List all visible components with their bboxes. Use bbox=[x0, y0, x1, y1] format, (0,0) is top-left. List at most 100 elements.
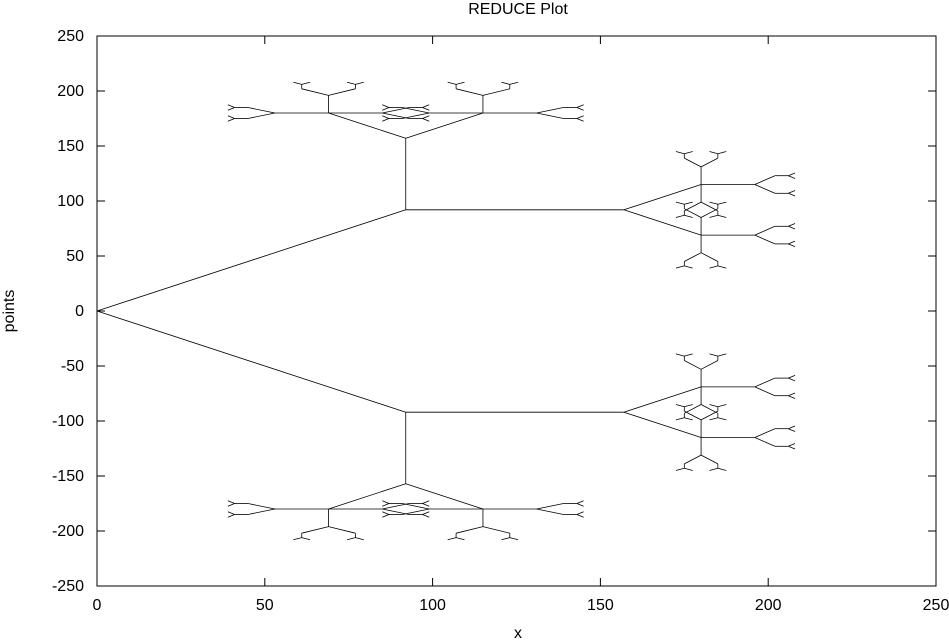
tree-segment bbox=[788, 425, 796, 430]
tree-segment bbox=[382, 503, 390, 507]
tree-segment bbox=[717, 214, 727, 218]
tree-segment bbox=[447, 81, 457, 85]
tree-segment bbox=[301, 81, 311, 85]
tree-segment bbox=[788, 172, 796, 177]
tree-segment bbox=[328, 526, 356, 534]
tree-segment bbox=[709, 467, 718, 471]
tree-segment bbox=[717, 404, 727, 408]
tree-segment bbox=[576, 503, 584, 507]
tree-segment bbox=[482, 526, 510, 534]
tree-segment bbox=[402, 112, 430, 119]
tree-segment bbox=[301, 537, 311, 541]
tree-segment bbox=[675, 353, 685, 357]
y-tick-label: 250 bbox=[57, 28, 84, 45]
tree-segment bbox=[675, 404, 685, 408]
tree-segment bbox=[382, 508, 410, 515]
tree-segment bbox=[717, 417, 727, 421]
tree-segment bbox=[355, 81, 364, 85]
tree-segment bbox=[247, 503, 275, 510]
tree-segment bbox=[675, 214, 685, 218]
tree-segment bbox=[422, 511, 430, 515]
tree-segment bbox=[501, 537, 510, 541]
tree-segment bbox=[754, 386, 776, 397]
chart-title: REDUCE Plot bbox=[468, 1, 568, 18]
tree-segment bbox=[402, 503, 430, 510]
y-tick-label: -250 bbox=[52, 578, 84, 595]
tree-segment bbox=[227, 115, 235, 119]
tree-segment bbox=[717, 265, 727, 269]
y-tick-label: -50 bbox=[61, 358, 84, 375]
tree-segment bbox=[227, 118, 235, 122]
tree-segment bbox=[675, 265, 685, 269]
tree-segment bbox=[754, 428, 776, 438]
tree-segment bbox=[717, 201, 727, 205]
tree-segment bbox=[576, 115, 584, 119]
tree-segment bbox=[96, 209, 406, 312]
tree-segment bbox=[402, 508, 430, 515]
tree-segment bbox=[355, 537, 364, 541]
tree-segment bbox=[422, 104, 430, 108]
tree-segment bbox=[346, 81, 356, 85]
tree-segment bbox=[709, 265, 718, 269]
tree-segment bbox=[293, 537, 302, 541]
tree-segment bbox=[684, 214, 693, 218]
tree-segment bbox=[422, 514, 430, 518]
x-tick-label: 150 bbox=[587, 597, 614, 614]
tree-segment bbox=[623, 209, 702, 236]
tree-segment bbox=[788, 428, 796, 432]
tree-segment bbox=[328, 88, 356, 96]
tree-segment bbox=[709, 353, 718, 357]
tree-segment bbox=[227, 104, 235, 108]
y-tick-label: -150 bbox=[52, 468, 84, 485]
tree-segment bbox=[717, 467, 727, 471]
tree-segment bbox=[788, 190, 796, 194]
tree-segment bbox=[754, 225, 776, 236]
tree-segment bbox=[536, 107, 564, 114]
tree-segment bbox=[754, 175, 776, 185]
tree-segment bbox=[382, 112, 410, 119]
x-tick-label: 200 bbox=[755, 597, 782, 614]
tree-segment bbox=[536, 508, 564, 515]
tree-segment bbox=[684, 201, 702, 212]
tree-segment bbox=[700, 208, 719, 218]
tree-segment bbox=[455, 526, 484, 534]
tree-segment bbox=[700, 201, 719, 212]
tree-segment bbox=[788, 240, 796, 245]
tree-segment bbox=[382, 115, 390, 119]
tree-segment bbox=[700, 454, 719, 465]
tree-segment bbox=[754, 377, 776, 388]
tree-segment bbox=[709, 214, 718, 218]
tree-segment bbox=[382, 500, 390, 504]
tree-segment bbox=[576, 500, 584, 504]
y-axis-label: points bbox=[1, 290, 18, 333]
tree-segment bbox=[509, 81, 519, 85]
tree-segment bbox=[422, 115, 430, 119]
tree-segment bbox=[700, 404, 719, 414]
tree-segment bbox=[422, 500, 430, 504]
y-axis: 250 200 150 100 50 0 -50 -100 -150 -200 -250 bbox=[52, 28, 936, 595]
tree-segment bbox=[422, 118, 430, 122]
tree-segment bbox=[675, 417, 685, 421]
tree-segment bbox=[788, 395, 796, 399]
tree-segment bbox=[788, 445, 796, 450]
tree-segment bbox=[684, 353, 693, 357]
tree-segment bbox=[675, 151, 685, 155]
x-tick-label: 50 bbox=[256, 597, 274, 614]
tree-segment bbox=[247, 112, 275, 119]
tree-segment bbox=[328, 112, 406, 139]
tree-segment bbox=[455, 81, 465, 85]
tree-segment bbox=[536, 112, 564, 119]
tree-segment bbox=[227, 107, 235, 111]
tree-segment bbox=[247, 508, 275, 515]
y-tick-label: 150 bbox=[57, 138, 84, 155]
tree-segment bbox=[684, 252, 702, 262]
tree-segment bbox=[227, 511, 235, 515]
tree-segment bbox=[788, 175, 796, 179]
tree-segment bbox=[717, 353, 727, 357]
tree-segment bbox=[700, 360, 719, 370]
tree-segment bbox=[405, 483, 484, 510]
tree-segment bbox=[455, 537, 465, 541]
tree-segment bbox=[788, 225, 796, 230]
tree-segment bbox=[576, 511, 584, 515]
